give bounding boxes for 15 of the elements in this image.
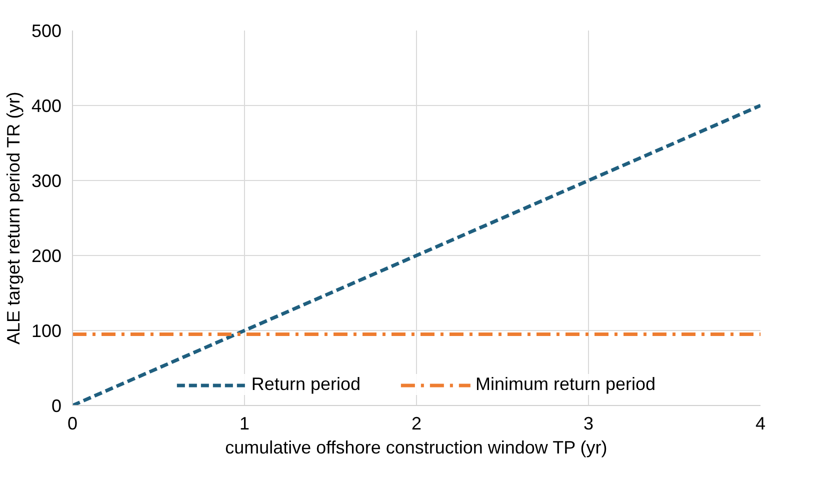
x-tick-label: 4 — [755, 414, 766, 434]
x-tick-label: 1 — [239, 414, 250, 434]
legend-label: Minimum return period — [476, 374, 656, 395]
y-tick-label: 200 — [31, 246, 62, 266]
legend-label: Return period — [251, 374, 361, 395]
x-axis-title: cumulative offshore construction window TP (yr) — [225, 438, 608, 458]
y-tick-label: 100 — [31, 321, 62, 341]
y-axis-title: ALE target return period TR (yr) — [3, 92, 24, 345]
y-tick-label: 300 — [31, 171, 62, 191]
y-tick-label: 0 — [51, 396, 62, 416]
x-tick-label: 3 — [583, 414, 594, 434]
x-tick-label: 0 — [67, 414, 78, 434]
y-tick-label: 400 — [31, 96, 62, 116]
x-tick-label: 2 — [411, 414, 422, 434]
y-tick-label: 500 — [31, 21, 62, 41]
